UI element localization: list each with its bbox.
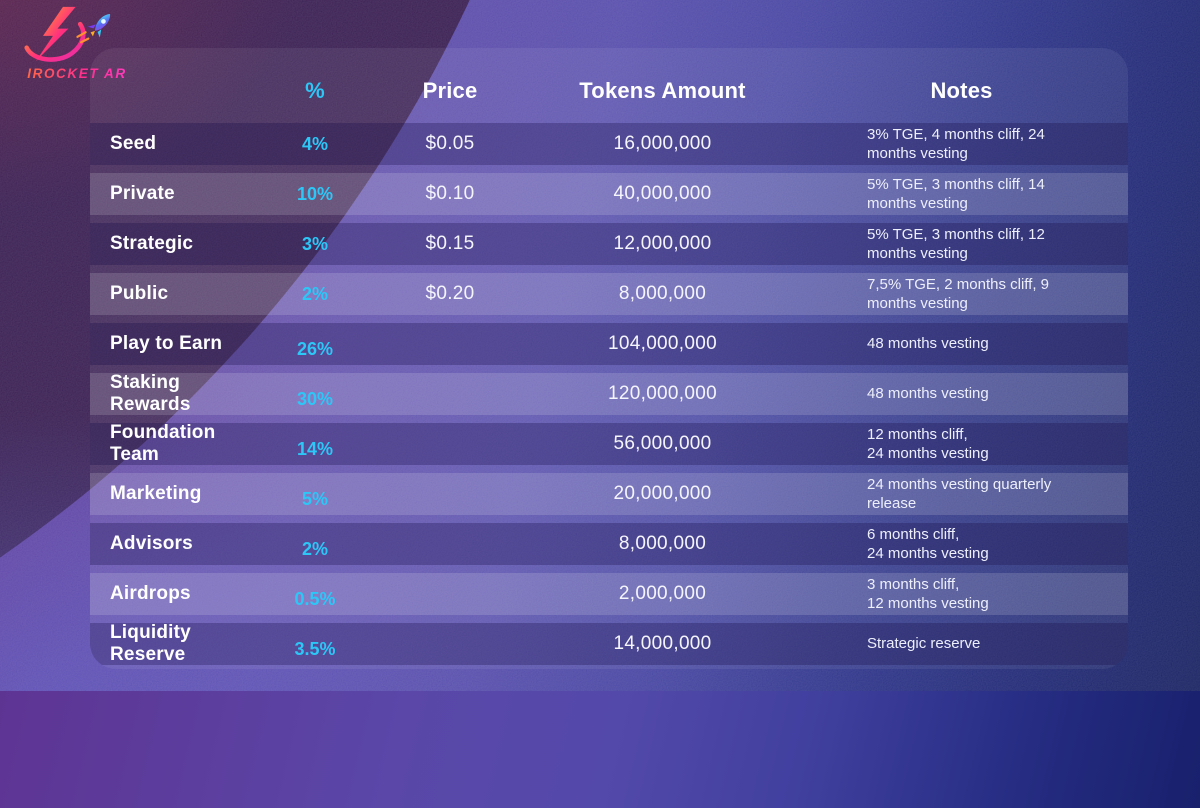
- table-row-foundation-team: Foundation Team 14% 56,000,000 12 months…: [90, 419, 1128, 469]
- tokenomics-table: % Price Tokens Amount Notes Seed 4% $0.0…: [90, 48, 1128, 669]
- row-percent: 5%: [301, 488, 328, 509]
- row-notes: 48 months vesting: [867, 385, 989, 403]
- row-percent: 3%: [301, 233, 328, 254]
- row-percent: 4%: [301, 133, 328, 154]
- row-notes: 24 months vesting quarterly release: [867, 475, 1052, 512]
- table-row-public: Public 2% $0.20 8,000,000 7,5% TGE, 2 mo…: [90, 269, 1128, 319]
- row-tokens-amount: 12,000,000: [613, 233, 712, 254]
- table-row-private: Private 10% $0.10 40,000,000 5% TGE, 3 m…: [90, 169, 1128, 219]
- header-cell-notes: Notes: [930, 77, 993, 103]
- row-category: Private: [110, 183, 175, 204]
- row-category: Advisors: [110, 533, 193, 554]
- row-tokens-amount: 8,000,000: [618, 533, 707, 554]
- table-row-marketing: Marketing 5% 20,000,000 24 months vestin…: [90, 469, 1128, 519]
- row-percent: 0.5%: [294, 588, 336, 609]
- row-price: $0.10: [425, 183, 475, 204]
- row-percent: 30%: [296, 388, 334, 409]
- row-notes: 5% TGE, 3 months cliff, 12 months vestin…: [867, 225, 1045, 262]
- row-category: Liquidity Reserve: [110, 622, 191, 665]
- row-notes: 6 months cliff, 24 months vesting: [867, 525, 989, 562]
- row-notes: 7,5% TGE, 2 months cliff, 9 months vesti…: [867, 275, 1050, 312]
- row-category: Strategic: [110, 233, 194, 254]
- row-tokens-amount: 14,000,000: [613, 633, 712, 654]
- row-notes: 3 months cliff, 12 months vesting: [867, 575, 989, 612]
- row-category: Foundation Team: [110, 422, 216, 465]
- header-cell-price: Price: [422, 77, 478, 103]
- row-category: Staking Rewards: [110, 372, 191, 415]
- row-notes: 48 months vesting: [867, 335, 989, 353]
- row-tokens-amount: 104,000,000: [608, 333, 717, 354]
- rocket-logo-icon: [24, 6, 111, 62]
- brand-name: IROCKET AR: [8, 66, 146, 81]
- table-row-strategic: Strategic 3% $0.15 12,000,000 5% TGE, 3 …: [90, 219, 1128, 269]
- row-category: Public: [110, 283, 169, 304]
- row-percent: 26%: [296, 338, 334, 359]
- row-notes: 3% TGE, 4 months cliff, 24 months vestin…: [867, 125, 1045, 162]
- row-percent: 14%: [296, 438, 334, 459]
- row-percent: 2%: [301, 283, 328, 304]
- table-row-advisors: Advisors 2% 8,000,000 6 months cliff, 24…: [90, 519, 1128, 569]
- row-percent: 2%: [301, 538, 328, 559]
- row-category: Marketing: [110, 483, 202, 504]
- table-row-liquidity-reserve: Liquidity Reserve 3.5% 14,000,000 Strate…: [90, 619, 1128, 669]
- row-notes: 5% TGE, 3 months cliff, 14 months vestin…: [867, 175, 1045, 212]
- logo-mini-rocket: [87, 14, 111, 38]
- row-tokens-amount: 56,000,000: [613, 433, 712, 454]
- table-body: Seed 4% $0.05 16,000,000 3% TGE, 4 month…: [90, 119, 1128, 669]
- row-tokens-amount: 16,000,000: [613, 133, 712, 154]
- row-tokens-amount: 120,000,000: [608, 383, 717, 404]
- row-percent: 10%: [296, 183, 334, 204]
- row-category: Airdrops: [110, 583, 191, 604]
- table-row-seed: Seed 4% $0.05 16,000,000 3% TGE, 4 month…: [90, 119, 1128, 169]
- row-tokens-amount: 2,000,000: [618, 583, 707, 604]
- table-header-row: % Price Tokens Amount Notes: [90, 48, 1128, 119]
- row-price: $0.15: [425, 233, 475, 254]
- header-cell-percent: %: [305, 77, 325, 103]
- table-row-play-to-earn: Play to Earn 26% 104,000,000 48 months v…: [90, 319, 1128, 369]
- row-percent: 3.5%: [294, 638, 336, 659]
- row-tokens-amount: 20,000,000: [613, 483, 712, 504]
- brand-logo: IROCKET AR: [8, 6, 146, 81]
- row-price: $0.20: [425, 283, 475, 304]
- row-notes: 12 months cliff, 24 months vesting: [867, 425, 989, 462]
- row-category: Seed: [110, 133, 157, 154]
- row-tokens-amount: 40,000,000: [613, 183, 712, 204]
- row-price: $0.05: [425, 133, 475, 154]
- row-notes: Strategic reserve: [867, 635, 981, 653]
- header-cell-tokens-amount: Tokens Amount: [579, 77, 746, 103]
- table-row-staking-rewards: Staking Rewards 30% 120,000,000 48 month…: [90, 369, 1128, 419]
- row-tokens-amount: 8,000,000: [618, 283, 707, 304]
- row-category: Play to Earn: [110, 333, 223, 354]
- table-row-airdrops: Airdrops 0.5% 2,000,000 3 months cliff, …: [90, 569, 1128, 619]
